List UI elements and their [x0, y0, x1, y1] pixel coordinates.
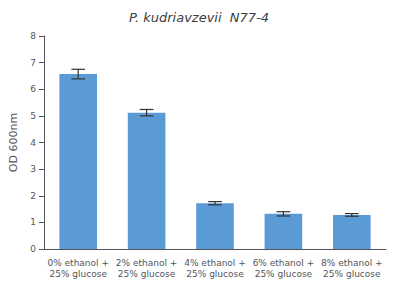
- svg-text:25% glucose: 25% glucose: [186, 269, 244, 279]
- svg-text:2% ethanol +: 2% ethanol +: [116, 258, 178, 268]
- svg-text:6: 6: [30, 84, 36, 94]
- svg-text:P. kudriavzevii N77-4: P. kudriavzevii N77-4: [129, 10, 269, 25]
- svg-text:25% glucose: 25% glucose: [255, 269, 313, 279]
- svg-text:OD 600nm: OD 600nm: [7, 113, 20, 172]
- svg-text:0: 0: [30, 244, 36, 254]
- svg-text:7: 7: [30, 58, 36, 68]
- svg-text:2: 2: [30, 191, 36, 201]
- svg-text:3: 3: [30, 164, 36, 174]
- svg-text:0% ethanol +: 0% ethanol +: [47, 258, 109, 268]
- svg-text:4% ethanol +: 4% ethanol +: [184, 258, 246, 268]
- svg-text:8% ethanol +: 8% ethanol +: [321, 258, 383, 268]
- svg-text:6% ethanol +: 6% ethanol +: [253, 258, 315, 268]
- svg-text:5: 5: [30, 111, 36, 121]
- svg-text:8: 8: [30, 31, 36, 41]
- svg-text:1: 1: [30, 217, 36, 227]
- svg-text:25% glucose: 25% glucose: [323, 269, 381, 279]
- svg-text:4: 4: [30, 138, 36, 148]
- svg-text:25% glucose: 25% glucose: [118, 269, 176, 279]
- svg-text:25% glucose: 25% glucose: [49, 269, 107, 279]
